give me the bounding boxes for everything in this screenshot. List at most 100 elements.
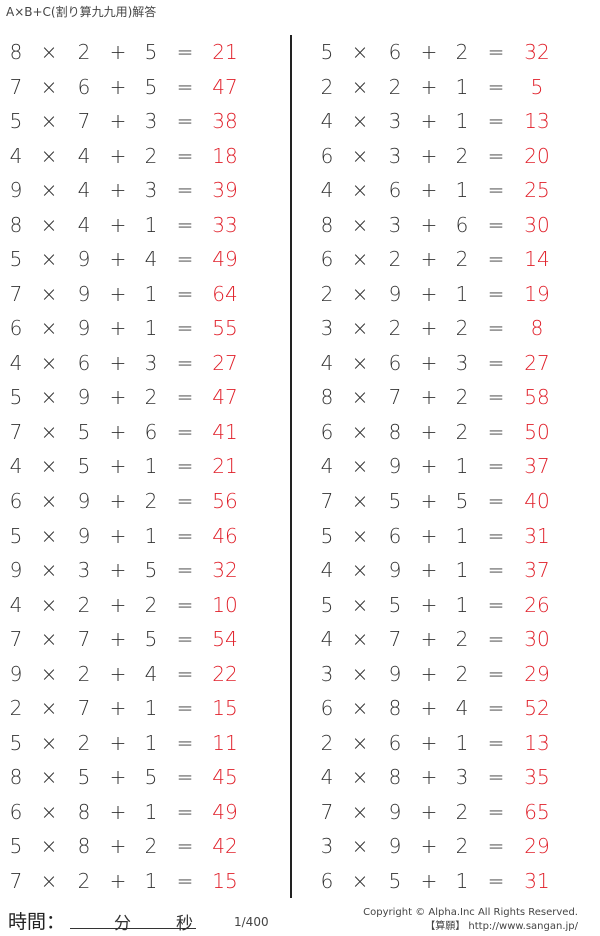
operand-b: 7 xyxy=(77,696,91,721)
operand-a: 4 xyxy=(320,109,334,134)
answer: 39 xyxy=(212,178,238,203)
times-sign: × xyxy=(351,247,369,272)
copyright-block: Copyright © Alpha.Inc All Rights Reserve… xyxy=(363,906,578,934)
operand-c: 5 xyxy=(144,74,158,99)
operand-c: 3 xyxy=(144,350,158,375)
operand-b: 8 xyxy=(388,419,402,444)
operand-c: 5 xyxy=(144,765,158,790)
operand-c: 2 xyxy=(455,661,469,686)
answer: 30 xyxy=(524,212,550,237)
equals-sign: = xyxy=(487,385,505,410)
operand-c: 3 xyxy=(144,109,158,134)
operand-a: 5 xyxy=(320,592,334,617)
times-sign: × xyxy=(351,454,369,479)
operand-c: 5 xyxy=(144,627,158,652)
answer: 22 xyxy=(212,661,238,686)
operand-c: 2 xyxy=(455,40,469,64)
equals-sign: = xyxy=(487,523,505,548)
time-label: 時間： xyxy=(8,911,66,933)
equals-sign: = xyxy=(176,143,194,168)
equals-sign: = xyxy=(487,419,505,444)
times-sign: × xyxy=(351,316,369,341)
times-sign: × xyxy=(40,592,58,617)
equals-sign: = xyxy=(487,558,505,583)
operand-a: 3 xyxy=(320,661,334,686)
operand-c: 1 xyxy=(144,316,158,341)
times-sign: × xyxy=(351,799,369,824)
plus-sign: + xyxy=(109,868,127,893)
equals-sign: = xyxy=(487,799,505,824)
answer: 35 xyxy=(524,765,550,790)
operand-b: 6 xyxy=(388,178,402,203)
operand-a: 9 xyxy=(9,558,23,583)
times-sign: × xyxy=(351,281,369,306)
times-sign: × xyxy=(40,799,58,824)
times-sign: × xyxy=(351,40,369,64)
operand-b: 2 xyxy=(77,592,91,617)
operand-b: 6 xyxy=(77,74,91,99)
plus-sign: + xyxy=(109,350,127,375)
operand-a: 4 xyxy=(320,765,334,790)
answer: 42 xyxy=(212,834,238,859)
times-sign: × xyxy=(40,281,58,306)
operand-a: 4 xyxy=(9,592,23,617)
operand-a: 5 xyxy=(9,385,23,410)
operand-b: 6 xyxy=(388,40,402,64)
equals-sign: = xyxy=(487,592,505,617)
equals-sign: = xyxy=(176,627,194,652)
equals-sign: = xyxy=(176,247,194,272)
operand-a: 3 xyxy=(320,834,334,859)
operand-a: 6 xyxy=(320,696,334,721)
equals-sign: = xyxy=(176,799,194,824)
plus-sign: + xyxy=(420,627,438,652)
answer: 64 xyxy=(212,281,238,306)
equals-sign: = xyxy=(487,868,505,893)
times-sign: × xyxy=(40,523,58,548)
plus-sign: + xyxy=(420,40,438,64)
times-sign: × xyxy=(351,661,369,686)
answer: 29 xyxy=(524,834,550,859)
equals-sign: = xyxy=(487,834,505,859)
answer: 14 xyxy=(524,247,550,272)
times-sign: × xyxy=(351,696,369,721)
plus-sign: + xyxy=(420,799,438,824)
equals-sign: = xyxy=(487,143,505,168)
answer: 46 xyxy=(212,523,238,548)
times-sign: × xyxy=(40,109,58,134)
operand-a: 6 xyxy=(9,799,23,824)
answer: 41 xyxy=(212,419,238,444)
operand-b: 9 xyxy=(77,489,91,514)
operand-c: 6 xyxy=(144,419,158,444)
times-sign: × xyxy=(40,730,58,755)
times-sign: × xyxy=(40,74,58,99)
seconds-label: 秒 xyxy=(176,914,193,934)
answer: 54 xyxy=(212,627,238,652)
equals-sign: = xyxy=(176,765,194,790)
operand-c: 2 xyxy=(455,385,469,410)
plus-sign: + xyxy=(420,523,438,548)
answer: 47 xyxy=(212,74,238,99)
operand-b: 9 xyxy=(388,454,402,479)
answer: 31 xyxy=(524,523,550,548)
site-link[interactable]: 【算願】 http://www.sangan.jp/ xyxy=(425,921,578,932)
equals-sign: = xyxy=(487,212,505,237)
answer: 13 xyxy=(524,109,550,134)
operand-c: 2 xyxy=(455,316,469,341)
plus-sign: + xyxy=(109,592,127,617)
times-sign: × xyxy=(351,868,369,893)
plus-sign: + xyxy=(420,419,438,444)
times-sign: × xyxy=(40,868,58,893)
operand-c: 6 xyxy=(455,212,469,237)
operand-c: 1 xyxy=(144,696,158,721)
operand-a: 4 xyxy=(9,143,23,168)
operand-c: 2 xyxy=(455,143,469,168)
plus-sign: + xyxy=(420,212,438,237)
operand-b: 2 xyxy=(77,661,91,686)
answer: 19 xyxy=(524,281,550,306)
operand-c: 1 xyxy=(455,523,469,548)
answer: 50 xyxy=(524,419,550,444)
operand-c: 2 xyxy=(455,834,469,859)
operand-a: 7 xyxy=(9,627,23,652)
equals-sign: = xyxy=(487,350,505,375)
answer: 30 xyxy=(524,627,550,652)
